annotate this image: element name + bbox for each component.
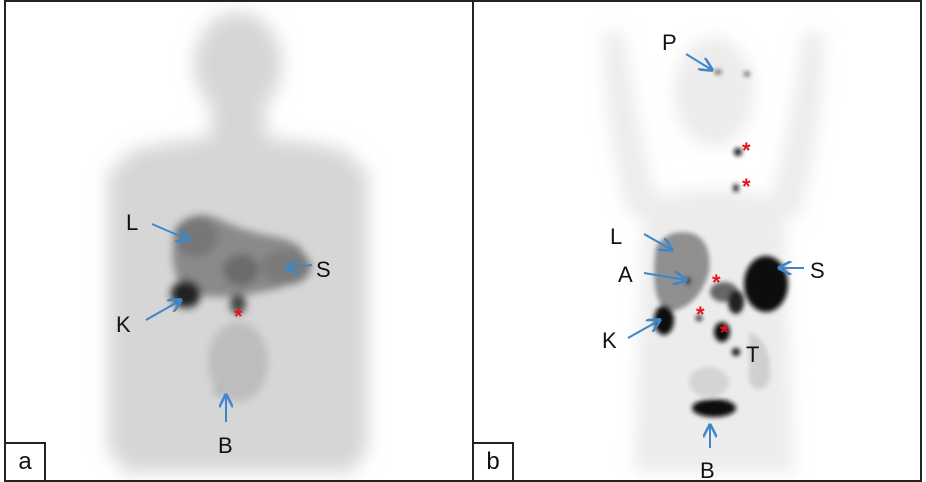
label-liver: L: [126, 210, 139, 235]
panel-a: L S K B * a: [4, 0, 474, 482]
label-bladder: B: [700, 458, 715, 482]
label-spleen: S: [316, 257, 331, 282]
lesion-asterisk: *: [712, 270, 721, 295]
label-kidney: K: [602, 328, 617, 353]
label-spleen: S: [810, 258, 825, 283]
label-kidney: K: [116, 312, 131, 337]
label-tumor: T: [746, 342, 760, 367]
panel-b: P L A S K T B * * * * * b: [472, 0, 922, 482]
lesion-asterisk: *: [742, 174, 751, 199]
label-parotid: P: [662, 30, 677, 55]
panel-letter-a: a: [6, 442, 46, 480]
lesion-asterisk: *: [234, 304, 243, 329]
panel-a-scan-image: [108, 12, 368, 472]
label-liver: L: [610, 224, 623, 249]
label-bladder: B: [218, 433, 233, 458]
panel-letter-b: b: [474, 442, 514, 480]
label-adrenal: A: [618, 262, 633, 287]
lesion-asterisk: *: [742, 138, 751, 163]
lesion-asterisk: *: [696, 302, 705, 327]
lesion-asterisk: *: [720, 320, 729, 345]
panel-b-scan-image: [604, 32, 824, 472]
